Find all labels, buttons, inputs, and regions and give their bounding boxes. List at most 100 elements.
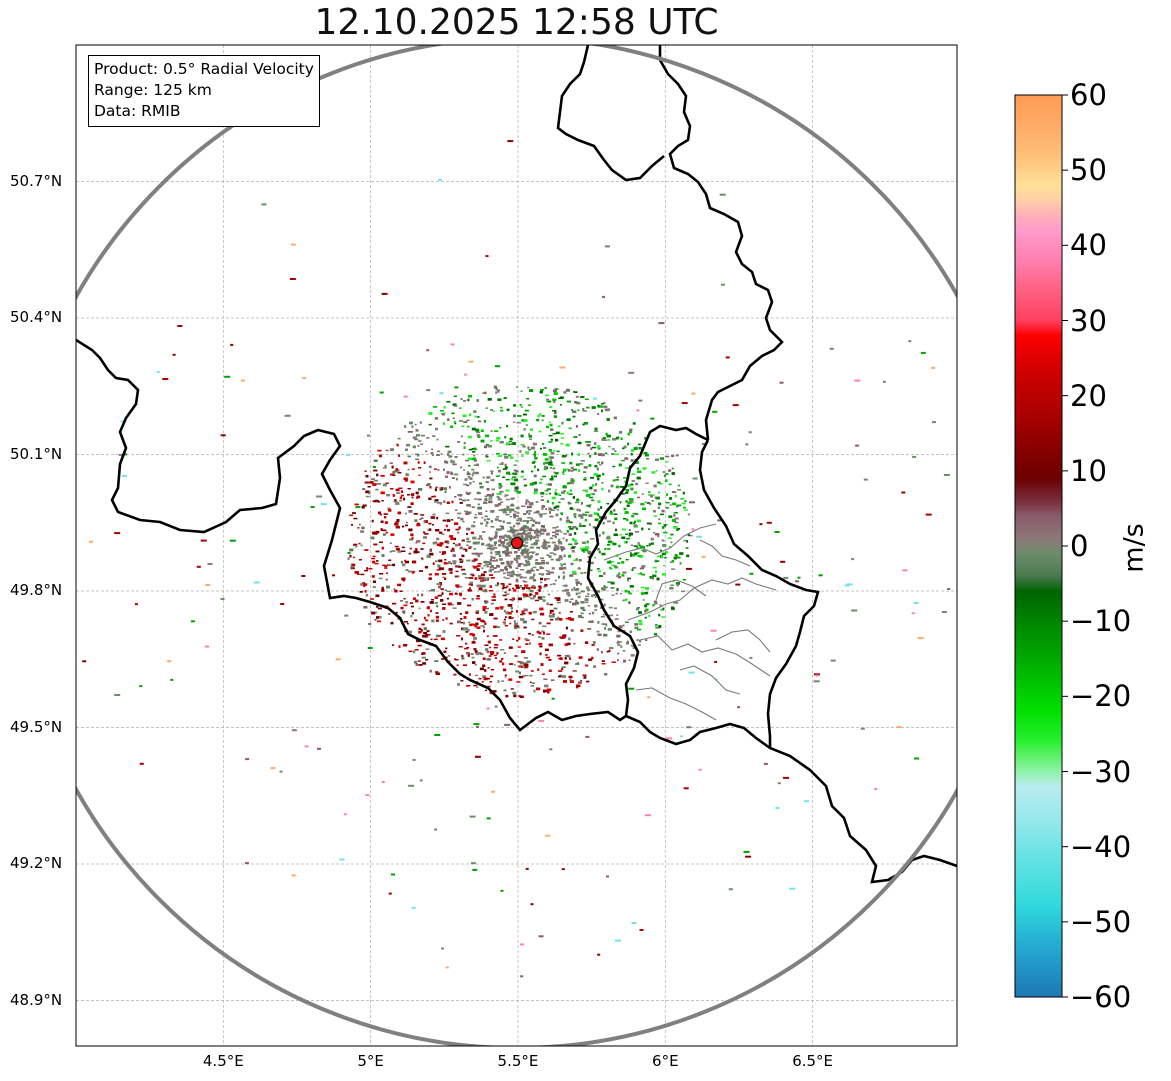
velocity-echo-pixel [485,563,490,566]
velocity-echo-pixel [498,503,502,506]
velocity-echo-pixel [641,549,646,551]
velocity-echo-pixel [486,547,491,550]
velocity-echo-pixel [584,531,588,534]
velocity-echo-pixel [486,488,490,491]
velocity-echo-pixel [603,603,606,607]
velocity-echo-pixel [644,454,649,457]
velocity-echo-pixel [526,521,529,524]
velocity-echo-pixel [584,519,587,522]
velocity-echo-pixel [576,542,579,545]
velocity-echo-pixel [503,689,507,692]
velocity-echo-pixel [620,459,625,462]
velocity-echo-pixel [494,543,497,547]
velocity-echo-pixel [418,607,421,610]
velocity-echo-pixel [529,438,532,440]
velocity-echo-pixel [646,458,650,460]
velocity-echo-pixel [614,450,617,452]
velocity-echo-pixel [655,560,660,562]
velocity-echo-pixel [531,529,534,531]
velocity-echo-pixel [635,552,640,554]
velocity-echo-pixel [561,548,564,552]
velocity-echo-pixel [562,577,565,580]
velocity-echo-pixel [522,520,526,522]
velocity-echo-pixel [408,528,413,532]
velocity-echo-pixel [427,634,431,636]
velocity-echo-pixel [465,549,468,552]
velocity-echo-pixel [573,436,578,438]
velocity-echo-pixel [365,593,368,597]
velocity-echo-pixel [564,468,569,471]
velocity-echo-pixel [428,590,433,592]
velocity-echo-pixel [472,565,475,568]
velocity-echo-pixel [578,559,582,562]
velocity-echo-pixel [556,601,561,604]
velocity-echo-pixel [669,546,671,548]
velocity-echo-pixel [544,584,548,587]
velocity-echo-pixel [594,518,599,521]
velocity-echo-pixel [457,683,460,686]
velocity-echo-pixel [495,607,500,610]
velocity-echo-pixel [580,601,585,604]
velocity-echo-pixel [365,475,369,478]
velocity-echo-pixel [579,523,582,525]
velocity-echo-pixel [676,556,681,559]
velocity-echo-pixel [417,445,420,447]
velocity-echo-pixel [593,430,598,432]
velocity-echo-pixel [649,576,654,579]
velocity-echo-pixel [380,520,384,523]
velocity-echo-pixel [660,457,664,460]
velocity-echo-pixel [504,598,508,601]
velocity-echo-pixel [482,620,486,623]
velocity-echo-pixel [511,610,513,613]
velocity-echo-pixel [512,476,517,478]
velocity-echo-pixel [407,506,412,508]
velocity-echo-pixel [550,558,554,561]
velocity-echo-pixel [491,596,496,598]
velocity-echo-pixel [372,586,376,588]
velocity-echo-pixel [652,574,657,577]
velocity-echo-pixel [594,442,597,445]
velocity-echo-pixel [571,546,575,549]
velocity-echo-pixel [626,504,630,507]
velocity-echo-pixel [350,567,355,570]
velocity-echo-pixel [555,505,560,508]
velocity-echo-pixel [563,391,567,394]
velocity-echo-pixel [487,398,492,401]
velocity-echo-pixel [569,657,571,660]
velocity-echo-pixel [572,670,577,672]
velocity-echo-pixel [466,537,470,541]
velocity-echo-pixel [677,489,682,491]
velocity-echo-pixel [480,619,485,623]
velocity-echo-pixel [486,635,489,637]
velocity-echo-pixel [578,434,581,436]
velocity-echo-pixel [583,477,587,479]
velocity-echo-pixel [625,489,630,491]
velocity-echo-pixel [406,622,409,625]
velocity-echo-pixel [461,654,464,658]
velocity-echo-pixel [588,552,591,555]
velocity-echo-pixel [554,535,557,539]
velocity-echo-pixel [483,420,486,423]
velocity-echo-pixel [511,598,514,602]
velocity-echo-pixel [494,534,498,538]
velocity-echo-pixel [454,537,457,541]
velocity-echo-pixel [415,491,419,495]
velocity-echo-pixel [527,532,532,535]
velocity-echo-pixel [645,608,649,612]
velocity-echo-pixel [434,488,437,492]
velocity-echo-pixel [520,532,523,536]
velocity-echo-pixel [538,513,543,516]
velocity-echo-pixel [437,469,440,471]
velocity-echo-pixel [425,634,428,637]
velocity-echo-pixel [422,635,427,638]
velocity-echo-pixel [609,567,612,569]
velocity-echo-pixel [451,412,455,415]
velocity-echo-pixel [577,453,580,456]
velocity-echo-pixel [573,546,576,548]
velocity-echo-pixel [658,625,662,628]
velocity-echo-pixel [554,544,557,547]
velocity-echo-pixel [561,546,565,549]
velocity-echo-pixel [397,550,402,553]
velocity-echo-pixel [558,538,561,541]
velocity-echo-pixel [508,537,513,541]
